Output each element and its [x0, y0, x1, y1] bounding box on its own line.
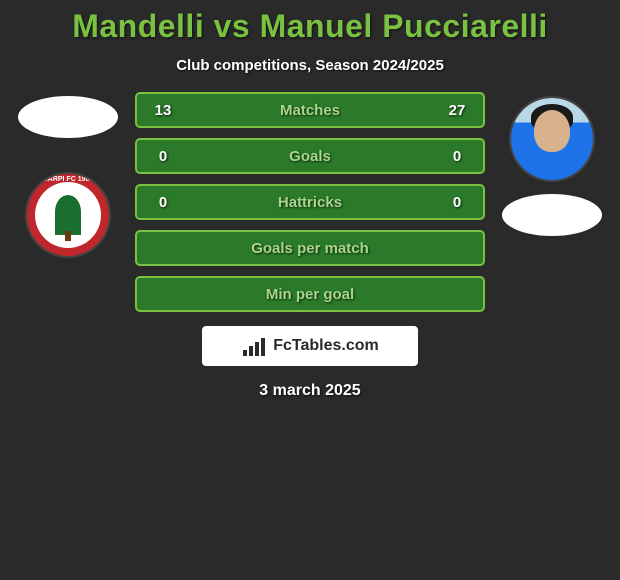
stat-right-value: 27 — [443, 102, 471, 119]
photo-head — [534, 110, 570, 152]
left-player-column: CARPI FC 1909 — [13, 92, 123, 312]
stat-left-value: 0 — [149, 148, 177, 165]
watermark-text: FcTables.com — [273, 337, 379, 355]
stat-right-value: 0 — [443, 148, 471, 165]
stat-left-value: 0 — [149, 194, 177, 211]
club-badge-left: CARPI FC 1909 — [25, 172, 111, 258]
stat-right-value: 0 — [443, 194, 471, 211]
stat-label: Hattricks — [278, 194, 342, 211]
crest-inner — [35, 182, 101, 248]
stat-row-gpm: Goals per match — [135, 230, 485, 266]
crest-tree-icon — [55, 195, 81, 235]
stat-label: Matches — [280, 102, 340, 119]
right-player-column — [497, 92, 607, 312]
stat-row-hattricks: 0 Hattricks 0 — [135, 184, 485, 220]
bar-chart-icon — [241, 336, 267, 356]
stat-row-matches: 13 Matches 27 — [135, 92, 485, 128]
title: Mandelli vs Manuel Pucciarelli — [0, 8, 620, 45]
subtitle: Club competitions, Season 2024/2025 — [0, 57, 620, 74]
comparison-card: Mandelli vs Manuel Pucciarelli Club comp… — [0, 0, 620, 400]
player-placeholder-right — [502, 194, 602, 236]
stat-left-value: 13 — [149, 102, 177, 119]
stat-row-mpg: Min per goal — [135, 276, 485, 312]
stat-label: Goals per match — [251, 240, 369, 257]
carpi-crest: CARPI FC 1909 — [27, 174, 109, 256]
date: 3 march 2025 — [0, 382, 620, 400]
stat-label: Min per goal — [266, 286, 354, 303]
content-row: CARPI FC 1909 13 Matches 27 0 Goals 0 0 — [0, 92, 620, 312]
stats-column: 13 Matches 27 0 Goals 0 0 Hattricks 0 Go… — [135, 92, 485, 312]
player-avatar-right — [509, 96, 595, 182]
player-photo — [511, 98, 593, 180]
watermark: FcTables.com — [202, 326, 418, 366]
stat-label: Goals — [289, 148, 331, 165]
stat-row-goals: 0 Goals 0 — [135, 138, 485, 174]
player-placeholder-left — [18, 96, 118, 138]
